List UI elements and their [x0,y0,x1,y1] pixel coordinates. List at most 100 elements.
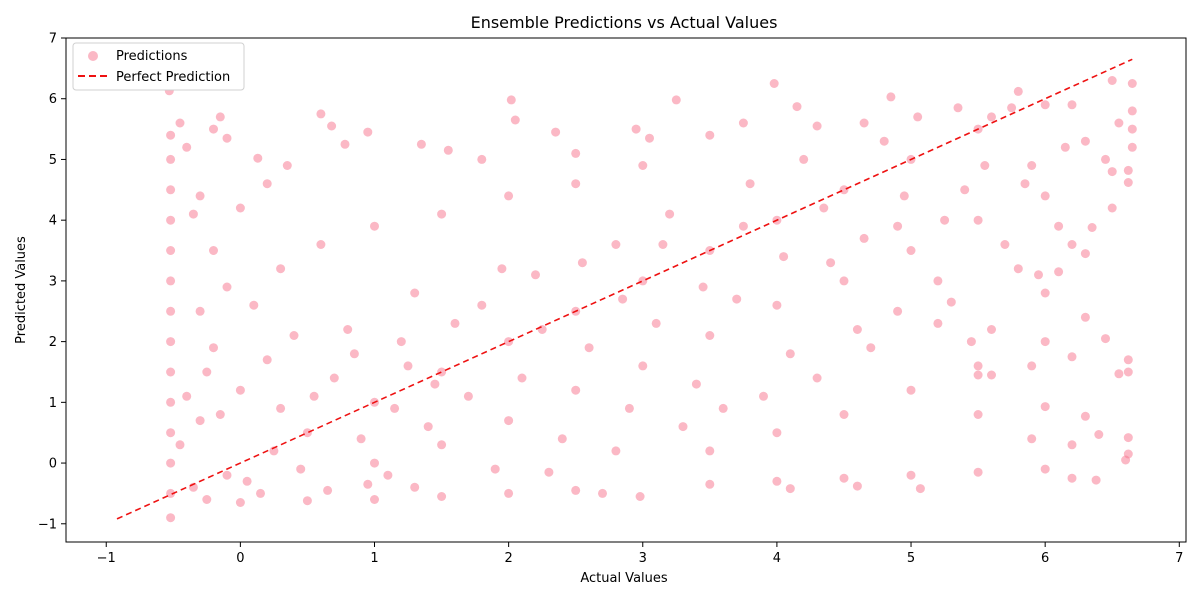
data-point [1080,312,1090,322]
data-point [289,331,299,340]
data-point [396,337,406,347]
data-point [852,325,862,334]
data-point [166,246,176,255]
x-tick-label: 2 [504,551,512,566]
data-point [276,403,286,413]
data-point [635,492,645,501]
y-axis-title: Predicted Values [14,236,29,344]
data-point [665,209,675,219]
data-point [222,282,232,292]
data-point [973,361,983,371]
data-point [973,370,983,380]
data-point [450,318,460,328]
data-point [1040,337,1050,347]
data-point [235,498,245,507]
data-point [691,379,701,389]
data-point [363,479,373,489]
data-point [638,276,648,286]
data-point [598,488,607,498]
data-point [1020,179,1030,189]
data-point [759,391,768,401]
data-point [772,476,782,486]
data-point [658,240,668,249]
y-tick-label: 4 [49,214,57,229]
data-point [537,325,547,334]
data-point [973,467,983,477]
data-point [571,179,581,189]
data-point [839,276,849,286]
data-point [785,484,795,494]
data-point [1013,264,1023,274]
data-point [1123,433,1133,443]
data-point [504,416,514,426]
data-point [946,297,956,307]
data-point [933,276,943,286]
data-point [859,118,869,128]
data-point [812,121,822,131]
data-point [1027,434,1037,444]
data-point [618,294,628,304]
data-point [718,403,728,413]
data-point [1040,191,1050,201]
data-point [772,428,782,438]
data-point [430,379,440,389]
data-point [819,203,829,213]
data-point [638,161,648,170]
data-point [209,343,218,353]
data-point [839,185,849,195]
data-point [577,258,587,268]
x-tick-label: 0 [236,551,244,566]
data-point [906,246,916,255]
data-point [302,428,312,438]
data-point [269,446,279,456]
legend-marker-predictions [88,51,98,61]
data-point [249,300,259,310]
data-point [1060,142,1070,152]
data-point [262,355,272,365]
data-point [745,179,755,189]
data-point [1007,103,1017,113]
data-point [510,115,520,125]
data-point [195,191,205,201]
data-point [1054,267,1064,277]
legend: Predictions Perfect Prediction [72,42,245,91]
data-point [980,161,990,170]
data-point [166,397,176,407]
data-point [316,109,326,119]
data-point [340,139,350,149]
data-point [1034,270,1043,280]
data-point [182,142,192,152]
data-point [497,264,507,274]
data-point [1114,369,1124,379]
data-point [785,349,795,359]
data-point [517,373,527,383]
data-point [323,485,333,495]
data-point [933,318,943,328]
data-point [1114,118,1124,128]
data-point [166,130,176,140]
data-point [1027,161,1037,170]
data-point [182,391,192,401]
data-point [960,185,970,195]
data-point [571,148,581,158]
data-point [584,343,594,353]
data-point [242,476,252,486]
data-point [678,422,688,432]
x-tick-label: 5 [907,551,915,566]
data-point [309,391,319,401]
legend-label-predictions: Predictions [116,49,188,64]
data-point [812,373,822,383]
data-point [1101,334,1110,344]
data-point [1123,165,1133,175]
data-point [893,221,903,231]
data-point [403,361,413,371]
data-point [302,496,312,506]
data-point [383,470,393,480]
data-point [1127,79,1137,88]
legend-label-perfect: Perfect Prediction [116,70,230,85]
data-point [732,294,742,304]
data-point [839,410,849,419]
data-point [329,373,339,383]
data-point [769,79,779,88]
